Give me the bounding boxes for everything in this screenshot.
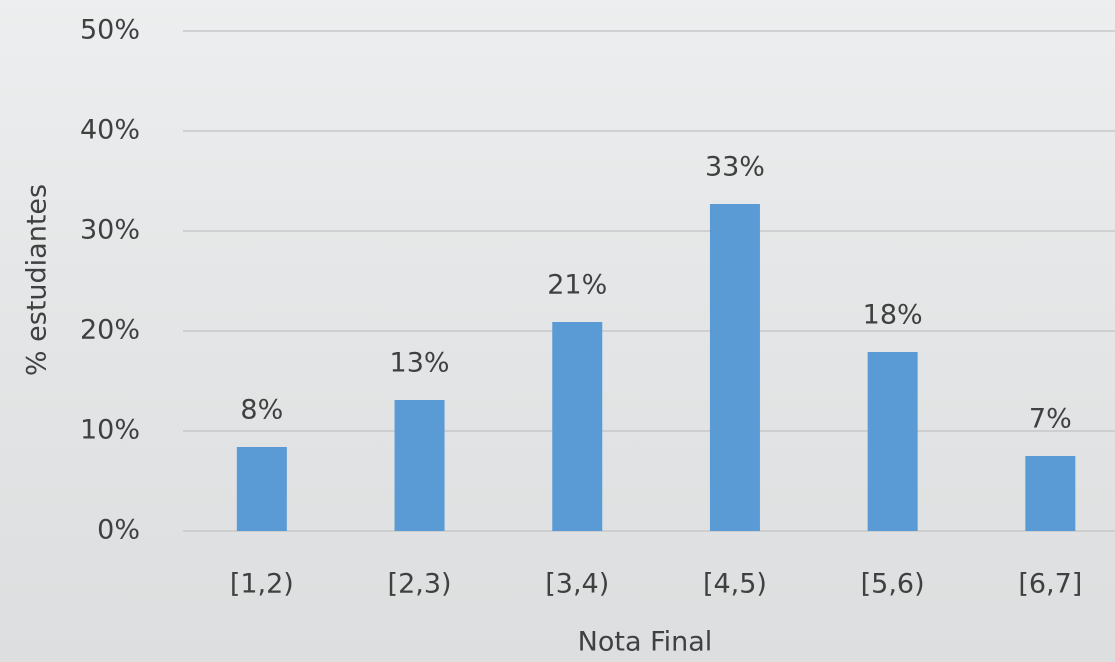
x-tick-label: [2,3)	[388, 569, 452, 600]
bar	[552, 322, 602, 531]
bar	[237, 447, 287, 531]
y-tick-label: 20%	[80, 315, 140, 346]
x-tick-label: [5,6)	[861, 569, 925, 600]
data-label: 13%	[390, 348, 450, 379]
chart: % estudiantes Nota Final 0% 10% 20% 30% 40% 5…	[0, 0, 1115, 662]
x-tick-label: [6,7]	[1018, 569, 1082, 600]
data-label: 21%	[547, 270, 607, 301]
data-label: 18%	[863, 300, 923, 331]
x-tick-label: [4,5)	[703, 569, 767, 600]
bar	[395, 400, 445, 531]
bar	[710, 204, 760, 531]
x-axis-title: Nota Final	[578, 627, 713, 658]
y-tick-label: 0%	[97, 515, 140, 546]
bar	[868, 352, 918, 531]
y-tick-label: 40%	[80, 115, 140, 146]
x-tick-label: [1,2)	[230, 569, 294, 600]
y-axis-title: % estudiantes	[22, 184, 53, 376]
data-label: 8%	[240, 395, 283, 426]
x-tick-label: [3,4)	[545, 569, 609, 600]
data-label: 33%	[705, 152, 765, 183]
y-tick-label: 10%	[80, 415, 140, 446]
y-tick-label: 30%	[80, 215, 140, 246]
bar	[1025, 456, 1075, 531]
data-label: 7%	[1029, 404, 1072, 435]
y-tick-label: 50%	[80, 15, 140, 46]
